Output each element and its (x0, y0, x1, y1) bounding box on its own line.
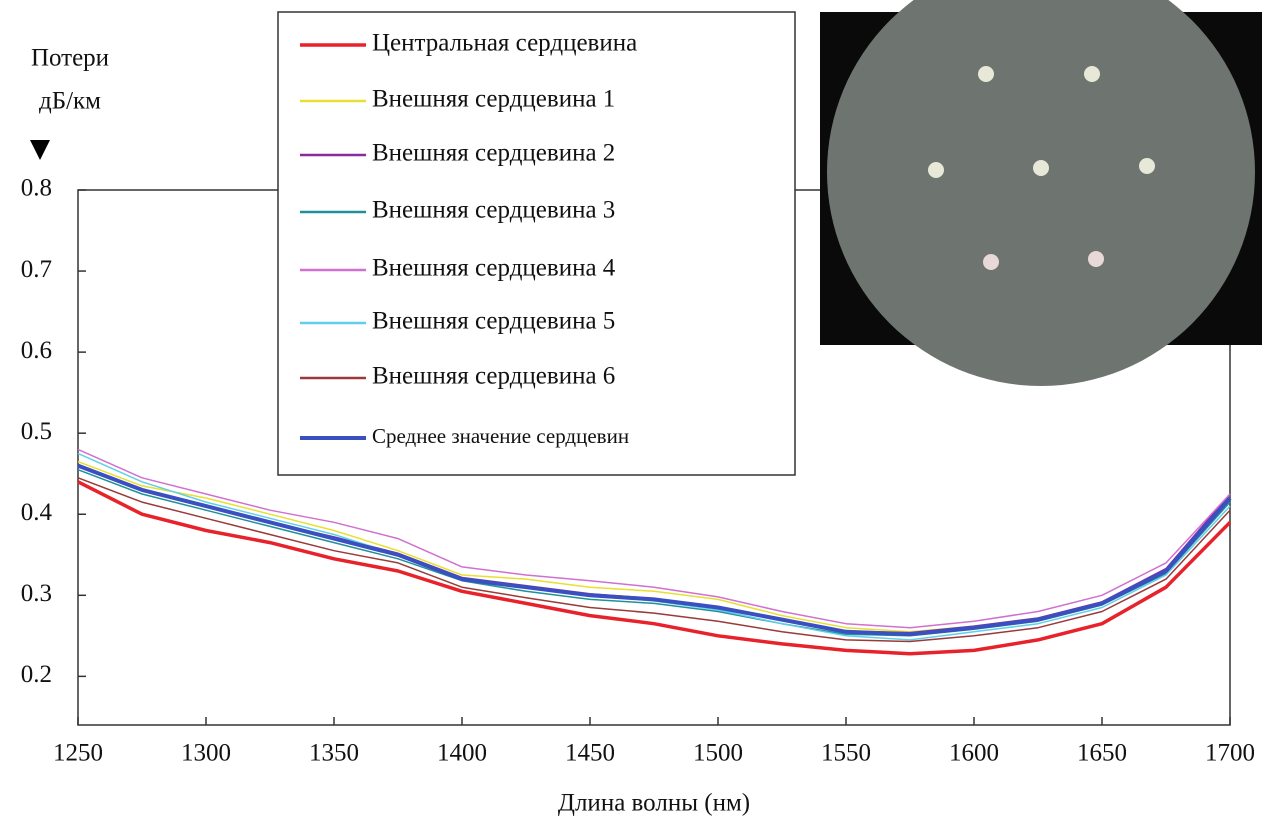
x-tick-label: 1700 (1205, 740, 1255, 767)
line-series (78, 470, 1230, 636)
y-tick-label: 0.6 (21, 337, 52, 364)
legend-label: Внешняя сердцевина 1 (372, 86, 615, 113)
x-tick-label: 1250 (53, 740, 103, 767)
legend-label: Среднее значение сердцевин (372, 424, 629, 448)
legend-label: Внешняя сердцевина 6 (372, 363, 615, 390)
x-tick-label: 1400 (437, 740, 487, 767)
inset-image (820, 0, 1262, 386)
line-series (78, 482, 1230, 654)
y-tick-label: 0.7 (21, 256, 52, 283)
x-tick-label: 1550 (821, 740, 871, 767)
x-tick-label: 1500 (693, 740, 743, 767)
y-tick-label: 0.2 (21, 661, 52, 688)
x-tick-label: 1600 (949, 740, 999, 767)
legend-label: Внешняя сердцевина 2 (372, 140, 615, 167)
line-series (78, 466, 1230, 633)
y-axis-label: Потери (31, 45, 109, 72)
y-tick-label: 0.5 (21, 418, 52, 445)
y-tick-label: 0.8 (21, 175, 52, 202)
line-series (78, 466, 1230, 635)
fiber-core (1088, 251, 1104, 267)
page: {"chart_data": { "type": "line", "y_labe… (0, 0, 1266, 827)
x-axis-label: Длина волны (нм) (558, 790, 750, 817)
x-tick-label: 1350 (309, 740, 359, 767)
x-tick-label: 1650 (1077, 740, 1127, 767)
axis-arrow (30, 140, 50, 160)
legend-label: Центральная сердцевина (372, 30, 637, 57)
legend-label: Внешняя сердцевина 3 (372, 197, 615, 224)
legend-label: Внешняя сердцевина 5 (372, 308, 615, 335)
chart: 0.2 0.3 0.4 0.5 0.6 0.7 0.8 1250 1300 1350 1400 145… (0, 0, 1266, 827)
y-tick-label: 0.3 (21, 580, 52, 607)
fiber-core (983, 254, 999, 270)
x-tick-label: 1300 (181, 740, 231, 767)
legend-box (278, 12, 795, 475)
line-series (78, 453, 1230, 640)
fiber-core (1139, 158, 1155, 174)
legend: Центральная сердцевина Внешняя сердцевина… (278, 12, 795, 475)
fiber-core (1033, 160, 1049, 176)
fiber-core (978, 66, 994, 82)
y-tick-label: 0.4 (21, 499, 53, 526)
fiber-core (1084, 66, 1100, 82)
x-tick-label: 1450 (565, 740, 615, 767)
legend-label: Внешняя сердцевина 4 (372, 255, 616, 282)
fiber-core (928, 162, 944, 178)
y-axis-label: дБ/км (39, 88, 101, 115)
